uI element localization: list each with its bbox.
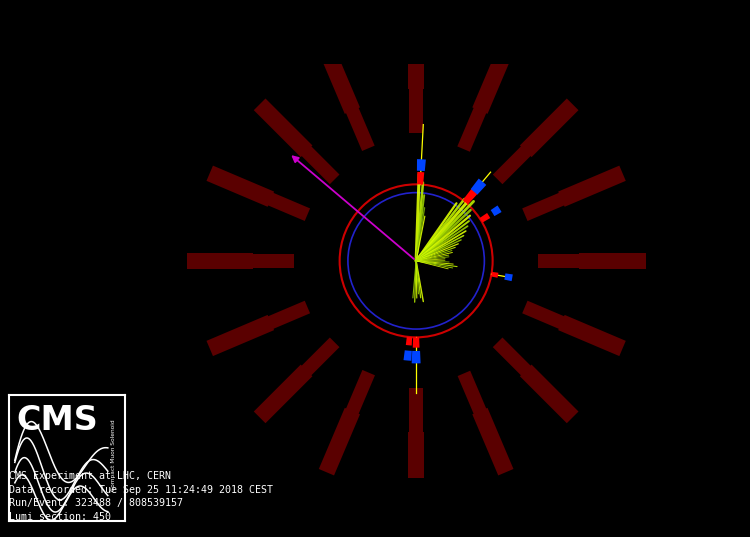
- Bar: [206, 165, 274, 207]
- Wedge shape: [504, 273, 513, 281]
- Wedge shape: [413, 337, 419, 347]
- Bar: [558, 165, 626, 207]
- Bar: [458, 96, 491, 152]
- Bar: [254, 301, 310, 335]
- Bar: [254, 98, 313, 157]
- Wedge shape: [471, 179, 486, 194]
- Text: Compact Muon Solenoid: Compact Muon Solenoid: [111, 419, 116, 491]
- Wedge shape: [490, 206, 502, 216]
- Bar: [319, 46, 360, 114]
- Bar: [472, 46, 514, 114]
- Bar: [522, 187, 578, 221]
- Bar: [408, 23, 424, 89]
- Text: CMS Experiment at LHC, CERN
Data recorded: Tue Sep 25 11:24:49 2018 CEST
Run/Eve: CMS Experiment at LHC, CERN Data recorde…: [9, 471, 273, 522]
- Bar: [558, 315, 626, 356]
- Bar: [520, 98, 578, 157]
- Bar: [579, 252, 646, 269]
- Bar: [319, 408, 360, 475]
- Bar: [291, 136, 340, 184]
- Bar: [410, 78, 423, 133]
- Wedge shape: [417, 159, 426, 171]
- Bar: [254, 365, 313, 423]
- Wedge shape: [404, 350, 412, 361]
- Wedge shape: [406, 337, 412, 345]
- Bar: [187, 252, 253, 269]
- Bar: [341, 370, 375, 426]
- Bar: [410, 388, 423, 444]
- Wedge shape: [491, 272, 499, 278]
- Bar: [254, 187, 310, 221]
- Bar: [291, 337, 340, 386]
- Bar: [239, 254, 294, 267]
- Text: CMS: CMS: [16, 404, 98, 437]
- Wedge shape: [463, 188, 478, 205]
- Wedge shape: [412, 351, 421, 364]
- Bar: [522, 301, 578, 335]
- Bar: [206, 315, 274, 356]
- Bar: [520, 365, 578, 423]
- Bar: [408, 432, 424, 499]
- Bar: [493, 136, 542, 184]
- Bar: [493, 337, 542, 386]
- Wedge shape: [417, 172, 424, 185]
- Bar: [538, 254, 593, 267]
- Bar: [340, 95, 375, 151]
- Wedge shape: [479, 213, 490, 223]
- Bar: [458, 371, 491, 426]
- Bar: [472, 408, 514, 475]
